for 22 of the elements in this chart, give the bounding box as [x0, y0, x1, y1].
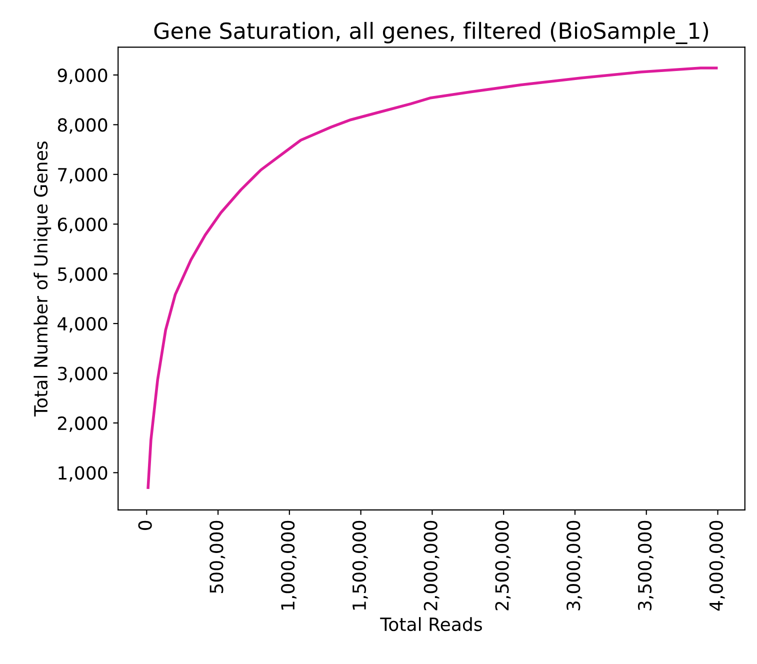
y-tick-label: 4,000	[58, 316, 108, 332]
y-tick-label: 3,000	[58, 366, 108, 382]
y-tick-label: 5,000	[58, 267, 108, 283]
y-axis-title: Total Number of Unique Genes	[34, 142, 52, 416]
y-tick-label: 8,000	[58, 118, 108, 134]
x-axis-title: Total Reads	[380, 617, 482, 632]
x-tick-label: 1,500,000	[352, 520, 368, 610]
x-tick-label: 500,000	[210, 520, 226, 593]
y-tick-label: 9,000	[58, 68, 108, 84]
x-tick-label: 1,000,000	[281, 520, 297, 610]
y-tick-label: 1,000	[58, 466, 108, 482]
y-tick-label: 2,000	[58, 416, 108, 432]
line-series	[146, 66, 718, 489]
y-tick-label: 6,000	[58, 218, 108, 234]
x-tick-label: 2,000,000	[424, 520, 440, 610]
x-tick-label: 0	[138, 520, 152, 530]
x-tick-label: 3,000,000	[566, 520, 582, 610]
chart-title: Gene Saturation, all genes, filtered (BioSample_1)	[154, 22, 708, 44]
x-tick-label: 2,500,000	[495, 520, 511, 610]
x-tick-label: 3,500,000	[638, 520, 654, 610]
x-tick-label: 4,000,000	[709, 520, 725, 611]
y-tick-label: 7,000	[58, 168, 108, 184]
